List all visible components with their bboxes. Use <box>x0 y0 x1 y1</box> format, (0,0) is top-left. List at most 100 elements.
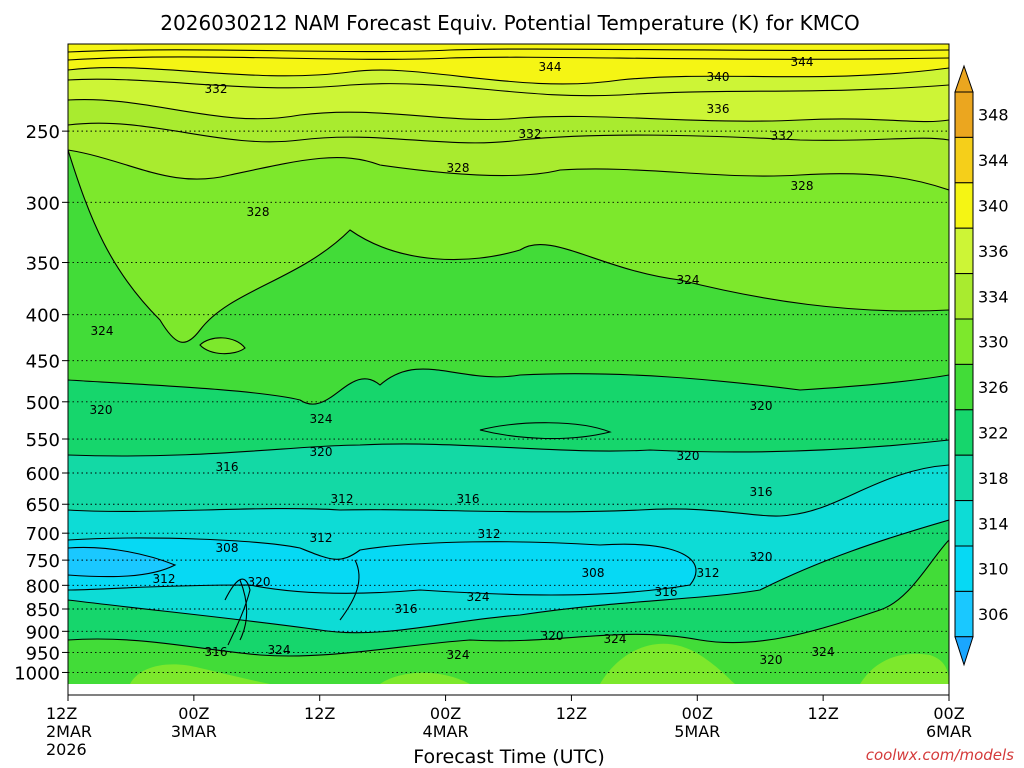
contour-label: 328 <box>247 205 270 219</box>
y-tick-label: 350 <box>26 254 60 275</box>
contour-label: 308 <box>582 566 605 580</box>
colorbar-label: 330 <box>978 333 1009 352</box>
contour-label: 324 <box>812 645 835 659</box>
y-axis: 2503003504004505005506006507007508008509… <box>14 122 68 684</box>
contour-label: 324 <box>268 643 291 657</box>
colorbar-label: 348 <box>978 106 1009 125</box>
contour-label: 312 <box>478 527 501 541</box>
x-tick-label: 00Z <box>933 704 964 723</box>
colorbar-segment <box>954 590 974 638</box>
colorbar-segment <box>954 409 974 456</box>
contour-label: 312 <box>153 572 176 586</box>
contour-label: 332 <box>205 82 228 96</box>
colorbar-label: 318 <box>978 469 1009 488</box>
y-tick-label: 250 <box>26 122 60 143</box>
colorbar-label: 334 <box>978 287 1009 306</box>
contour-label: 324 <box>467 590 490 604</box>
y-tick-label: 850 <box>26 600 60 621</box>
contour-label: 316 <box>205 645 228 659</box>
x-tick-label: 12Z <box>304 704 335 723</box>
watermark: coolwx.com/models <box>866 746 1014 764</box>
contour-label: 324 <box>604 632 627 646</box>
contour-label: 344 <box>791 55 814 69</box>
contour-label: 320 <box>750 399 773 413</box>
x-tick-label: 00Z <box>682 704 713 723</box>
contour-label: 320 <box>248 575 271 589</box>
colorbar-segment <box>954 182 974 229</box>
contour-label: 324 <box>447 648 470 662</box>
y-tick-label: 300 <box>26 193 60 214</box>
colorbar-segment <box>954 318 974 365</box>
contour-label: 324 <box>310 412 333 426</box>
contour-label: 340 <box>707 70 730 84</box>
contour-label: 320 <box>310 445 333 459</box>
y-tick-label: 450 <box>26 352 60 373</box>
contour-lines <box>68 48 949 657</box>
colorbar-label: 322 <box>978 424 1009 443</box>
contour-label: 320 <box>760 653 783 667</box>
contour-label: 332 <box>771 129 794 143</box>
colorbar-segment <box>954 363 974 411</box>
y-tick-label: 400 <box>26 306 60 327</box>
plot-area: 344 344 340 336 332 332 332 328 328 328 … <box>68 44 949 695</box>
contour-label: 316 <box>750 485 773 499</box>
chart-title: 2026030212 NAM Forecast Equiv. Potential… <box>160 11 859 35</box>
plot-frame <box>67 43 950 696</box>
colorbar-segment <box>954 227 974 275</box>
contour-label: 320 <box>541 629 564 643</box>
colorbar: 348 344 340 336 334 330 326 322 318 314 310 306 <box>954 64 1009 667</box>
field-patch-330 <box>200 337 245 354</box>
colorbar-segment <box>954 454 974 502</box>
y-tick-label: 950 <box>26 643 60 664</box>
x-tick-label: 2026 <box>46 740 87 759</box>
x-tick-label: 5MAR <box>674 722 720 741</box>
contour-labels: 344 344 340 336 332 332 332 328 328 328 … <box>90 55 835 667</box>
x-tick-label: 00Z <box>178 704 209 723</box>
y-tick-label: 750 <box>26 551 60 572</box>
contour-label: 320 <box>677 449 700 463</box>
y-tick-label: 500 <box>26 393 60 414</box>
x-tick-label: 12Z <box>556 704 587 723</box>
x-tick-label: 12Z <box>807 704 838 723</box>
contour-label: 312 <box>331 492 354 506</box>
y-tick-label: 1000 <box>14 663 60 684</box>
colorbar-segment <box>954 545 974 592</box>
y-tick-label: 550 <box>26 430 60 451</box>
x-tick-label: 2MAR <box>46 722 92 741</box>
contour-label: 320 <box>750 550 773 564</box>
y-tick-label: 900 <box>26 622 60 643</box>
contour-label: 316 <box>457 492 480 506</box>
ground-strip <box>68 684 949 695</box>
field-band-310 <box>68 537 696 595</box>
field-band-308 <box>68 547 175 577</box>
pressure-grid <box>68 130 949 673</box>
colorbar-label: 336 <box>978 242 1009 261</box>
colorbar-segment <box>954 273 974 320</box>
x-tick-label: 00Z <box>430 704 461 723</box>
colorbar-segment <box>954 136 974 184</box>
field-low-322 <box>68 540 949 684</box>
y-tick-label: 650 <box>26 495 60 516</box>
colorbar-label: 344 <box>978 151 1009 170</box>
contour-label: 324 <box>677 273 700 287</box>
colorbar-bottom-arrow <box>954 636 974 667</box>
contour-label: 328 <box>791 179 814 193</box>
contour-label: 312 <box>697 566 720 580</box>
contour-label: 320 <box>90 403 113 417</box>
x-tick-label: 4MAR <box>423 722 469 741</box>
x-tick-label: 3MAR <box>171 722 217 741</box>
y-tick-label: 700 <box>26 524 60 545</box>
colorbar-segment <box>954 500 974 547</box>
contour-label: 316 <box>655 585 678 599</box>
field-patch-318b <box>480 422 610 439</box>
contour-label: 332 <box>519 127 542 141</box>
colorbar-label: 340 <box>978 197 1009 216</box>
x-tick-label: 12Z <box>46 704 77 723</box>
colorbar-label: 314 <box>978 514 1009 533</box>
colorbar-label: 310 <box>978 560 1009 579</box>
field-low-326 <box>130 643 949 684</box>
contour-label: 344 <box>539 60 562 74</box>
contour-label: 312 <box>310 531 333 545</box>
